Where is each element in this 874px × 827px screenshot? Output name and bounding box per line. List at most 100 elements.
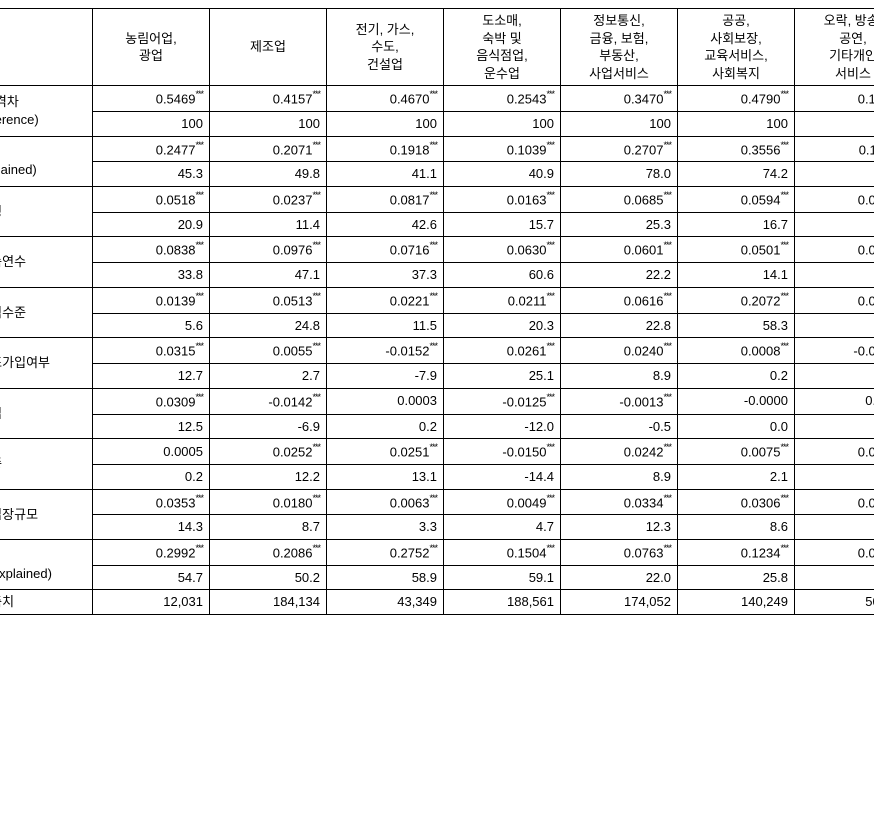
value-cell: 4.7 <box>444 515 561 540</box>
table-row: 33.847.137.360.622.214.149.7 <box>0 263 874 288</box>
value-cell: 11.5 <box>327 313 444 338</box>
value-cell: 0.0238*** <box>795 187 874 213</box>
table-row: 5.624.811.520.322.858.320.4 <box>0 313 874 338</box>
value-cell: 0.1504*** <box>444 539 561 565</box>
value-cell: 49.8 <box>210 162 327 187</box>
value-cell: 0.0237*** <box>210 187 327 213</box>
table-row: 차이(Explained)0.2477***0.2071***0.1918***… <box>0 136 874 162</box>
value-cell: 41.1 <box>327 162 444 187</box>
value-cell: 0.0568*** <box>795 237 874 263</box>
value-cell: 0.0838*** <box>93 237 210 263</box>
table-row: 관측치12,031184,13443,349188,561174,052140,… <box>0 590 874 615</box>
value-cell: 0.2477*** <box>93 136 210 162</box>
value-cell: 0.0306*** <box>678 489 795 515</box>
row-label: 노조가입여부 <box>0 338 93 388</box>
table-row: 45.349.841.140.978.074.261.2 <box>0 162 874 187</box>
value-cell: 25.8 <box>678 565 795 590</box>
value-cell: 0.0315*** <box>93 338 210 364</box>
value-cell: 0.0630*** <box>444 237 561 263</box>
value-cell: 43,349 <box>327 590 444 615</box>
value-cell: 42.6 <box>327 212 444 237</box>
value-cell: 174,052 <box>561 590 678 615</box>
value-cell: 49.7 <box>795 263 874 288</box>
value-cell: 45.3 <box>93 162 210 187</box>
value-cell: 0.0211*** <box>444 287 561 313</box>
value-cell: 0.0616*** <box>561 287 678 313</box>
value-cell: 12.5 <box>93 414 210 439</box>
value-cell: 140,249 <box>678 590 795 615</box>
table-row: 학력수준0.0139***0.0513***0.0221***0.0211***… <box>0 287 874 313</box>
value-cell: 8.7 <box>210 515 327 540</box>
value-cell: 24.8 <box>210 313 327 338</box>
value-cell: 0.0005 <box>93 439 210 465</box>
table-row: 20.911.442.615.725.316.720.8 <box>0 212 874 237</box>
header-blank <box>0 9 93 86</box>
value-cell: -14.4 <box>444 465 561 490</box>
table-row: 임금격차(Difference)0.5469***0.4157***0.4670… <box>0 86 874 112</box>
table-row: 14.38.73.34.712.38.67.6 <box>0 515 874 540</box>
value-cell: 2.7 <box>210 364 327 389</box>
value-cell: 47.1 <box>210 263 327 288</box>
value-cell: 22.8 <box>561 313 678 338</box>
value-cell: -0.0150*** <box>444 439 561 465</box>
value-cell: 0.2752*** <box>327 539 444 565</box>
value-cell: 20.9 <box>93 212 210 237</box>
value-cell: 12,031 <box>93 590 210 615</box>
value-cell: 0.0182*** <box>795 439 874 465</box>
value-cell: 0.0513*** <box>210 287 327 313</box>
value-cell: 0.2071*** <box>210 136 327 162</box>
table-row: 12.72.7-7.925.18.90.2-14.7 <box>0 364 874 389</box>
value-cell: 16.7 <box>678 212 795 237</box>
table-row: 근속연수0.0838***0.0976***0.0716***0.0630***… <box>0 237 874 263</box>
value-cell: 0.0003 <box>327 388 444 414</box>
value-cell: 0.0002 <box>795 388 874 414</box>
row-label: 산업 <box>0 388 93 438</box>
value-cell: 0.0063*** <box>327 489 444 515</box>
value-cell: 0.0233*** <box>795 287 874 313</box>
value-cell: 11.4 <box>210 212 327 237</box>
value-cell: 0.0817*** <box>327 187 444 213</box>
value-cell: 0.0075*** <box>678 439 795 465</box>
value-cell: 50.2 <box>210 565 327 590</box>
value-cell: 0.0055*** <box>210 338 327 364</box>
value-cell: 0.0252*** <box>210 439 327 465</box>
value-cell: 78.0 <box>561 162 678 187</box>
value-cell: 100 <box>444 112 561 137</box>
value-cell: 14.3 <box>93 515 210 540</box>
value-cell: 5.6 <box>93 313 210 338</box>
value-cell: 184,134 <box>210 590 327 615</box>
value-cell: 0.0087*** <box>795 489 874 515</box>
value-cell: 40.9 <box>444 162 561 187</box>
value-cell: 54.7 <box>93 565 210 590</box>
table-row: 사업장규모0.0353***0.0180***0.0063***0.0049**… <box>0 489 874 515</box>
value-cell: 74.2 <box>678 162 795 187</box>
value-cell: 60.6 <box>444 263 561 288</box>
value-cell: 0.1234*** <box>678 539 795 565</box>
value-cell: 15.7 <box>444 212 561 237</box>
row-label: 근속연수 <box>0 237 93 287</box>
value-cell: 37.3 <box>327 263 444 288</box>
value-cell: 7.6 <box>795 515 874 540</box>
value-cell: 8.9 <box>561 465 678 490</box>
row-label: 학력수준 <box>0 287 93 337</box>
value-cell: 0.0594*** <box>678 187 795 213</box>
value-cell: 15.9 <box>795 465 874 490</box>
row-label: 차이(Explained) <box>0 136 93 186</box>
table-row: 직종0.00050.0252***0.0251***-0.0150***0.02… <box>0 439 874 465</box>
column-header: 도소매,숙박 및음식점업,운수업 <box>444 9 561 86</box>
row-label: 임금격차(Difference) <box>0 86 93 136</box>
value-cell: 0.0501*** <box>678 237 795 263</box>
value-cell: 0.2 <box>678 364 795 389</box>
value-cell: 8.6 <box>678 515 795 540</box>
row-label: 사업장규모 <box>0 489 93 539</box>
value-cell: 2.1 <box>678 465 795 490</box>
value-cell: 58.3 <box>678 313 795 338</box>
value-cell: 13.1 <box>327 465 444 490</box>
value-cell: 0.0763*** <box>561 539 678 565</box>
value-cell: -0.0013*** <box>561 388 678 414</box>
value-cell: 8.9 <box>561 364 678 389</box>
column-header: 오락, 방송,공연,기타개인서비스 <box>795 9 874 86</box>
column-header: 정보통신,금융, 보험,부동산,사업서비스 <box>561 9 678 86</box>
value-cell: 25.3 <box>561 212 678 237</box>
table-row: 차별(Unexplained)0.2992***0.2086***0.2752*… <box>0 539 874 565</box>
